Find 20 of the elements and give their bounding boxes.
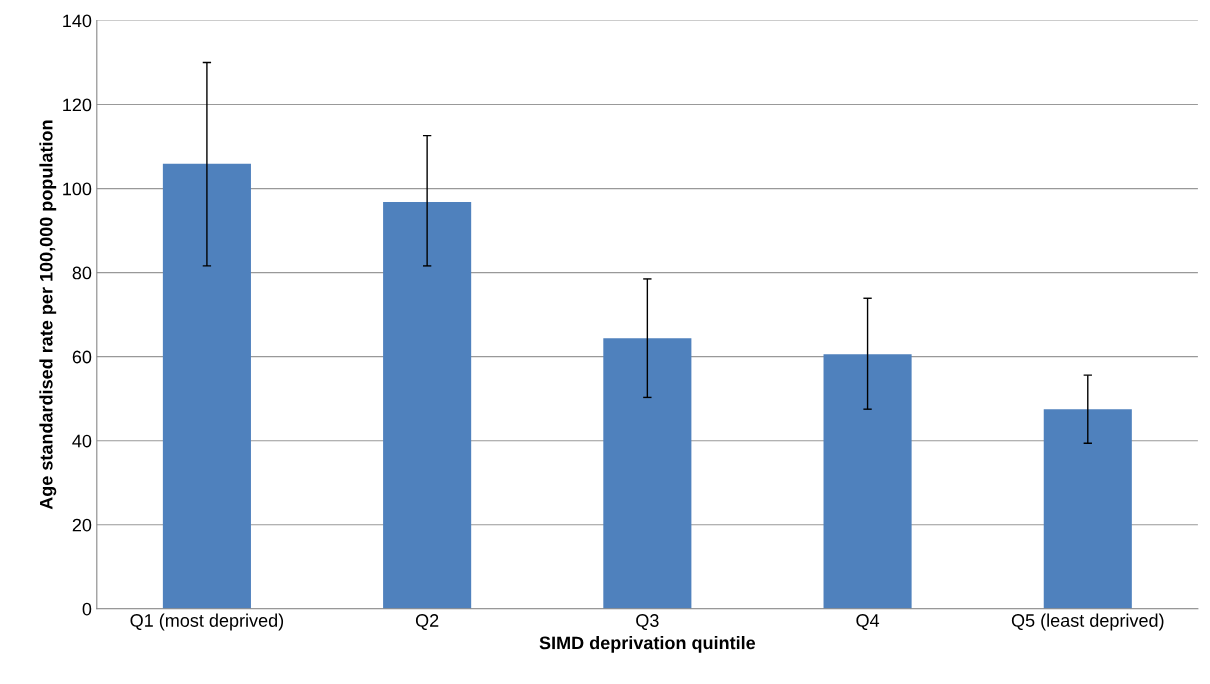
y-tick-label: 120 [63, 98, 92, 112]
bar [162, 163, 251, 609]
x-tick-label: Q4 [856, 614, 880, 631]
y-tick-label: 20 [72, 518, 92, 532]
x-tick-label: Q1 (most deprived) [130, 613, 284, 631]
y-axis-title: Age standardised rate per 100,000 population [39, 120, 57, 510]
y-tick-label: 0 [82, 602, 92, 616]
x-tick-label: Q2 [415, 614, 439, 631]
bar [823, 354, 912, 609]
bar [603, 338, 692, 609]
y-tick-label: 100 [63, 182, 92, 196]
y-tick-label: 80 [72, 266, 92, 280]
x-tick-label: Q5 (least deprived) [1011, 613, 1164, 631]
bar [383, 202, 472, 609]
bar [1043, 409, 1132, 609]
x-axis-title: SIMD deprivation quintile [539, 636, 756, 653]
y-tick-label: 40 [72, 434, 92, 448]
x-tick-label: Q3 [636, 614, 659, 631]
y-tick-label: 140 [63, 14, 92, 28]
y-tick-label: 60 [72, 350, 92, 364]
